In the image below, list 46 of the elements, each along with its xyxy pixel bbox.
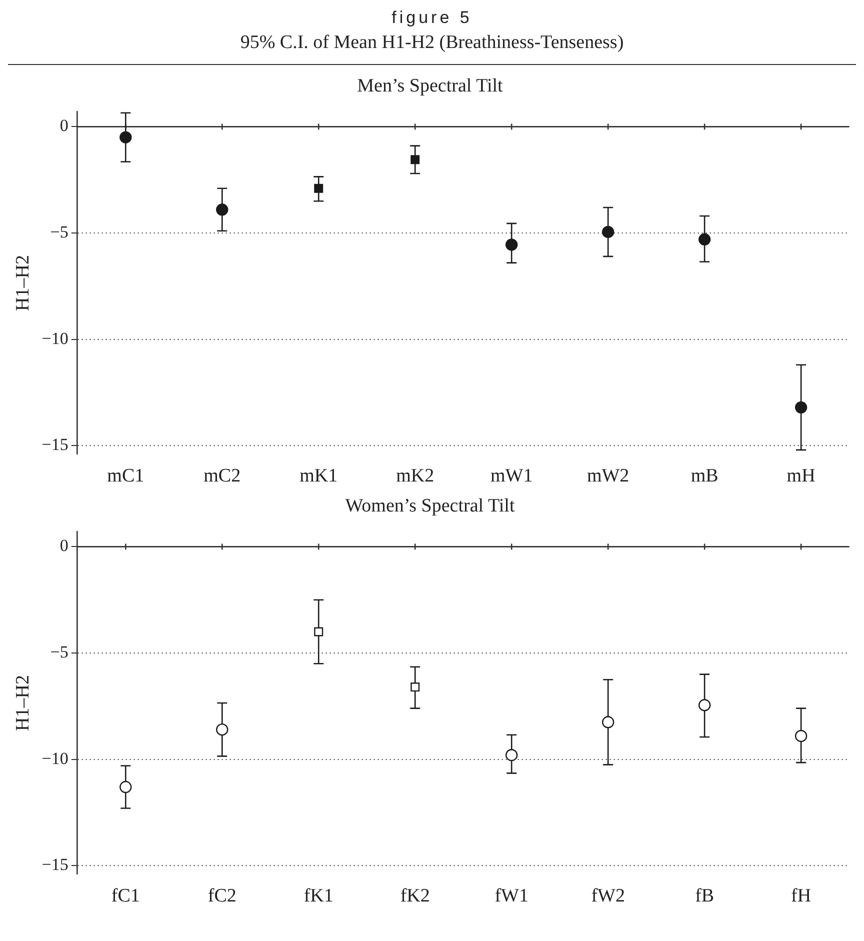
y-tick-label: −15 [42,855,68,874]
y-tick-label: 0 [60,116,68,136]
point [216,204,228,216]
point [602,226,614,238]
x-tick-label: mB [690,466,718,487]
chart-title: Women’s Spectral Tilt [345,495,516,516]
point [314,627,324,636]
x-tick-label: mC1 [107,466,144,487]
x-tick-label: mK1 [300,466,338,487]
x-tick-label: fB [695,886,714,907]
x-tick-label: mW2 [586,466,630,487]
point [602,716,614,728]
chart-title: Men’s Spectral Tilt [357,75,504,96]
point [216,723,228,736]
y-tick-label: −10 [42,748,68,768]
point [314,184,324,193]
point [794,730,808,742]
y-tick-label: 0 [60,536,68,556]
caption: figure 5 [390,8,474,28]
x-tick-label: fW1 [494,886,528,907]
point [410,155,420,164]
x-tick-label: fK2 [400,886,430,907]
y-axis-title: H1–H2 [12,255,34,311]
x-tick-label: fC1 [111,886,140,907]
x-tick-label: mW1 [490,466,533,487]
point [794,401,808,414]
y-axis-title: H1–H2 [12,675,34,731]
point [698,233,711,246]
point [505,238,518,251]
x-tick-label: fW2 [591,886,625,907]
x-tick-label: fK1 [304,886,334,907]
y-tick-label: −10 [42,328,68,348]
x-tick-label: mK2 [396,466,434,487]
point [120,780,132,794]
x-tick-label: mH [786,466,816,487]
y-tick-label: −5 [50,642,68,662]
x-tick-label: fC2 [208,886,236,907]
point [120,131,132,144]
point [505,749,518,762]
point [698,699,711,712]
x-tick-label: mC2 [204,466,241,487]
y-tick-label: −5 [50,222,68,242]
text: 95% C.I. of Mean H1-H2 (Breathiness-Tenseness) [239,32,625,54]
x-tick-label: fH [791,886,812,907]
y-tick-label: −15 [42,435,68,454]
point [410,682,420,692]
